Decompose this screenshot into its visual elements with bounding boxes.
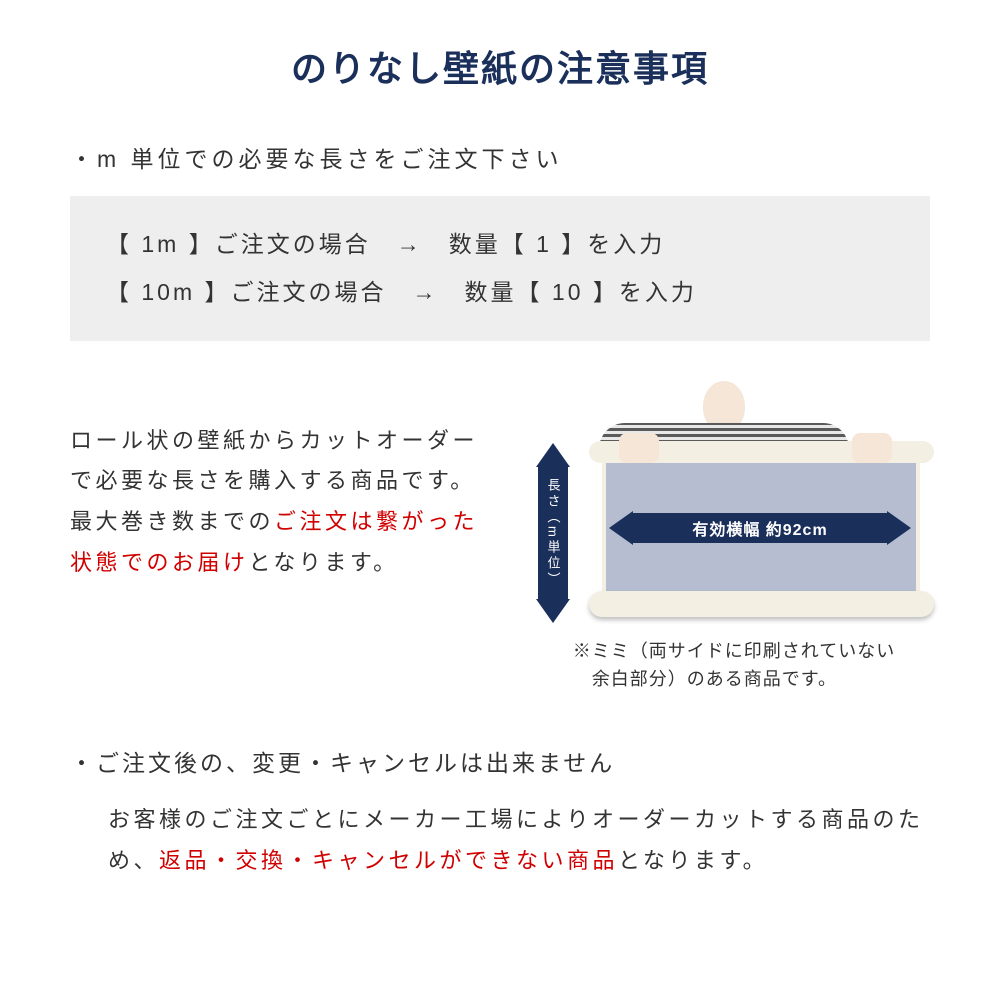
length-arrow-icon: 長さ（m単位） xyxy=(536,443,570,623)
wallpaper-diagram: 長さ（m単位） 有効横幅 約92cm ※ミミ（両サイドに印刷されていない 余白部… xyxy=(514,381,934,695)
length-label: 長さ（m単位） xyxy=(544,478,563,588)
width-arrow-icon: 有効横幅 約92cm xyxy=(609,511,911,545)
rule-red: 返品・交換・キャンセルができない商品 xyxy=(159,848,618,873)
rule-part2: となります。 xyxy=(618,848,768,873)
selvage-note: ※ミミ（両サイドに印刷されていない 余白部分）のある商品です。 xyxy=(553,637,895,695)
product-description-section: ロール状の壁紙からカットオーダーで必要な長さを購入する商品です。最大巻き数までの… xyxy=(70,381,930,695)
hand-left-icon xyxy=(619,433,659,463)
width-label: 有効横幅 約92cm xyxy=(633,513,887,543)
example-row-10m: 【 10m 】ご注文の場合 → 数量【 10 】を入力 xyxy=(106,268,894,316)
hand-right-icon xyxy=(852,433,892,463)
roll-bottom-icon xyxy=(589,591,934,617)
no-cancel-bullet: ・ご注文後の、変更・キャンセルは出来ません xyxy=(70,744,930,778)
desc-part2: となります。 xyxy=(249,550,399,575)
no-cancel-body: お客様のご注文ごとにメーカー工場によりオーダーカットする商品のため、返品・交換・… xyxy=(70,800,930,881)
example-row-1m: 【 1m 】ご注文の場合 → 数量【 1 】を入力 xyxy=(106,220,894,268)
page-title: のりなし壁紙の注意事項 xyxy=(70,40,930,92)
order-length-bullet: ・m 単位での必要な長さをご注文下さい xyxy=(70,140,930,174)
cut-order-description: ロール状の壁紙からカットオーダーで必要な長さを購入する商品です。最大巻き数までの… xyxy=(70,381,490,584)
quantity-examples-box: 【 1m 】ご注文の場合 → 数量【 1 】を入力 【 10m 】ご注文の場合 … xyxy=(70,196,930,341)
